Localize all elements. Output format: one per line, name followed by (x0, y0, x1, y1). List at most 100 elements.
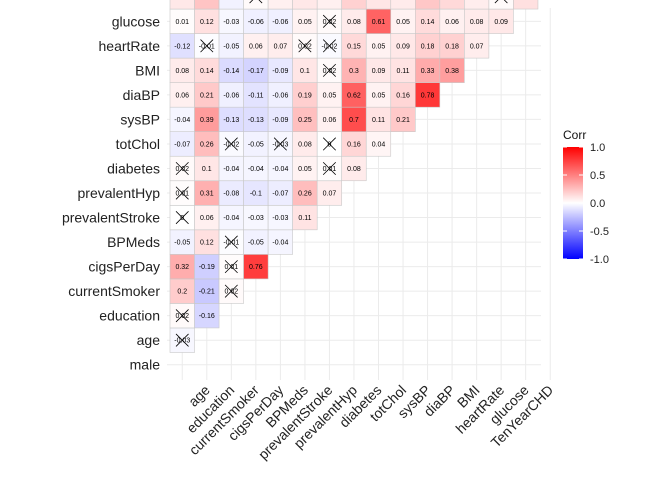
cell-value-label: -0.04 (223, 166, 239, 173)
cell-value-label: -0.07 (272, 191, 288, 198)
cell-tile (267, 8, 293, 34)
cell-tile (439, 8, 465, 34)
cell-tile (169, 0, 195, 10)
heatmap-cell: 0.32 (169, 254, 195, 280)
cell-value-label: 0.05 (372, 43, 386, 50)
cell-value-label: -0.03 (223, 19, 239, 26)
cell-tile (292, 204, 318, 231)
cell-tile (464, 0, 490, 10)
cell-tile (390, 82, 416, 108)
insignificance-cross-stroke (298, 39, 312, 53)
insignificance-cross-stroke (224, 235, 238, 249)
heatmap-cell: 0.01 (316, 155, 343, 182)
cell-value-label: -0.04 (248, 166, 264, 173)
cell-value-label: 0.09 (372, 68, 386, 75)
cell-tile (243, 155, 269, 182)
y-tick-label-tot-chol: totChol (116, 136, 160, 152)
heatmap-cell: 0.1 (365, 0, 392, 10)
cell-value-label: -0.09 (272, 117, 288, 124)
heatmap-cell: 0.38 (439, 57, 465, 83)
heatmap-cell: 0.12 (194, 229, 220, 255)
cell-tile (218, 0, 244, 10)
cell-tile (341, 0, 367, 10)
insignificance-cross-stroke (503, 0, 508, 4)
cell-value-label: -0.02 (223, 141, 239, 148)
cell-tile (267, 155, 293, 182)
heatmap-cell: -0.21 (194, 278, 220, 304)
cell-value-label: -0.12 (174, 43, 190, 50)
cell-tile (414, 8, 441, 34)
heatmap-cell: -0.11 (243, 82, 269, 108)
heatmap-cell: -0.03 (267, 131, 293, 157)
cell-tile (169, 106, 195, 132)
cell-value-label: 0.11 (396, 68, 409, 75)
heatmap-cells: -0.03 0.02 -0.16 0.2 -0.21 0.02 0.32 -0.19 0.01 0… (169, 0, 539, 353)
cell-tile (488, 0, 514, 10)
cell-tile (464, 8, 490, 34)
cell-tile (169, 8, 195, 34)
heatmap-cell: -0.06 (218, 82, 244, 108)
heatmap-cell: 0.02 (169, 155, 195, 182)
heatmap-cell: 0.21 (390, 106, 416, 132)
cell-value-label: 0.26 (200, 141, 214, 148)
cell-value-label: 0.31 (200, 191, 214, 198)
heatmap-cell: -0.06 (243, 8, 269, 34)
color-legend: Corr 1.0 0.5 0.0 -0.5 -1.0 (563, 128, 609, 266)
cell-value-label: -0.04 (174, 117, 190, 124)
cell-tile (292, 155, 318, 182)
cell-tile (341, 155, 367, 182)
cell-value-label: 0.06 (175, 92, 189, 99)
heatmap-cell: 0.02 (292, 33, 318, 59)
insignificance-cross-stroke (258, 0, 263, 4)
cell-tile (169, 229, 195, 255)
insignificance-cross-stroke (224, 284, 238, 298)
cell-value-label: 0.62 (347, 92, 361, 99)
heatmap-cell: -0.06 (267, 82, 293, 108)
cell-value-label: -0.05 (248, 240, 264, 247)
heatmap-cell: -0.13 (218, 106, 244, 132)
cell-value-label: 0.06 (200, 215, 214, 222)
cell-value-label: 0.09 (396, 43, 410, 50)
heatmap-cell: -0.05 (243, 229, 269, 255)
cell-value-label: 0.07 (323, 191, 337, 198)
cell-value-label: 0.02 (323, 19, 337, 26)
y-axis-labels: male age education currentSmoker cigsPerDay B… (62, 13, 160, 372)
heatmap-cell: 0.16 (341, 131, 367, 157)
cell-tile (390, 33, 416, 59)
heatmap-cell: -0.04 (267, 155, 293, 182)
heatmap-cell: 0.15 (341, 33, 367, 59)
heatmap-cell: 0.12 (194, 8, 220, 34)
heatmap-cell: 0 (316, 131, 343, 157)
heatmap-cell: 0.16 (390, 82, 416, 108)
cell-value-label: -0.02 (321, 43, 337, 50)
cell-value-label: 0.08 (298, 141, 312, 148)
heatmap-cell: 0.01 (218, 254, 244, 280)
heatmap-cell: 0.07 (464, 33, 490, 59)
cell-tile (414, 33, 441, 59)
heatmap-cell: 0.04 (365, 131, 392, 157)
cell-value-label: 0.15 (347, 43, 361, 50)
y-tick-label-prevalent-stroke: prevalentStroke (62, 210, 160, 226)
heatmap-cell: -0.02 (316, 33, 343, 59)
cell-tile (414, 57, 441, 83)
cell-value-label: 0.76 (249, 264, 263, 271)
cell-value-label: 0.12 (200, 19, 214, 26)
cell-value-label: 0.23 (200, 0, 214, 1)
heatmap-cell: 0.18 (341, 0, 367, 10)
heatmap-cell: 0.76 (243, 254, 269, 280)
cell-value-label: 0.16 (396, 92, 410, 99)
cell-tile (243, 33, 269, 59)
cell-value-label: -0.17 (248, 68, 264, 75)
cell-tile (365, 57, 392, 83)
legend-tick-label: -0.5 (590, 226, 609, 238)
cell-value-label: 0.1 (374, 0, 384, 1)
cell-value-label: -0.19 (199, 264, 215, 271)
y-tick-label-age: age (137, 332, 161, 348)
cell-value-label: 0.08 (347, 19, 361, 26)
cell-tile (365, 82, 392, 108)
heatmap-cell: 0.09 (169, 0, 195, 10)
heatmap-cell: 0.25 (292, 106, 318, 132)
cell-value-label: 0.12 (200, 240, 214, 247)
cell-value-label: -0.01 (223, 240, 239, 247)
